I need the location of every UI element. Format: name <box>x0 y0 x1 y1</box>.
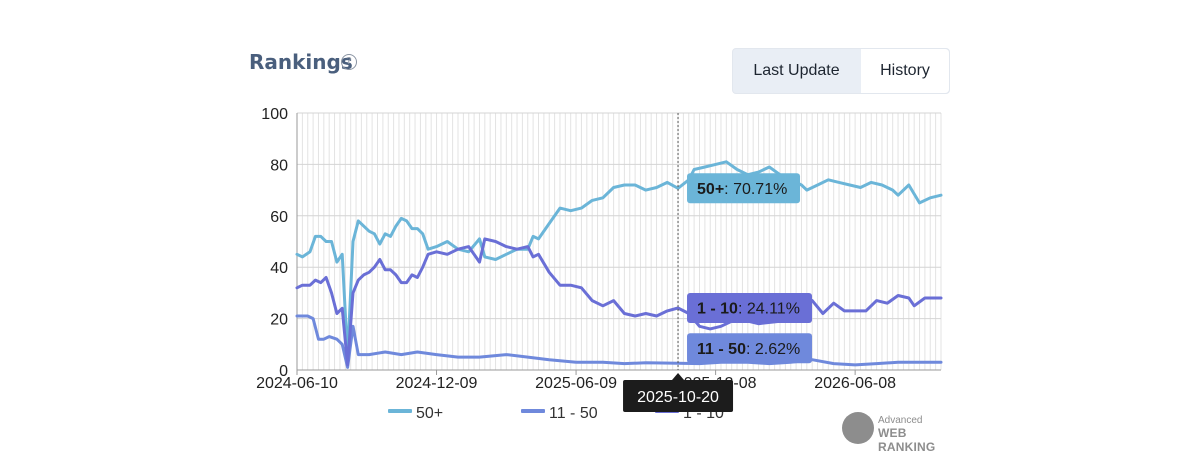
y-tick-label: 0 <box>279 363 288 380</box>
y-tick-label: 100 <box>261 106 288 123</box>
x-tooltip-box <box>623 380 734 412</box>
series-line-50- <box>295 160 943 359</box>
logo-big-text: WEB RANKING <box>878 426 936 454</box>
chart-grid <box>296 112 942 371</box>
view-toggle: Last Update History <box>732 48 950 94</box>
x-tick-label: 2026-06-08 <box>814 375 896 392</box>
last-update-button[interactable]: Last Update <box>753 62 840 79</box>
x-tick-label: 2024-12-09 <box>396 375 478 392</box>
tooltip-text: 1 - 10: 24.11% <box>697 301 800 318</box>
x-tooltip-arrow <box>672 373 685 380</box>
y-tick-label: 40 <box>270 260 288 277</box>
chart-tooltips: 50+: 70.71% 1 - 10: 24.11% 11 - 50: 2.62% 2… <box>623 173 813 412</box>
x-tick-label: 2024-06-10 <box>256 375 338 392</box>
page-title: Rankings <box>249 50 353 74</box>
logo-small-text: Advanced <box>878 415 923 426</box>
tooltip-box <box>687 293 813 324</box>
legend-label: 50+ <box>416 405 443 422</box>
tooltip-text: 11 - 50: 2.62% <box>697 341 800 358</box>
awr-logo: Advanced WEB RANKING <box>842 412 954 454</box>
series-line-1-10 <box>295 237 943 367</box>
y-tick-label: 60 <box>270 209 288 226</box>
tooltip-text: 50+: 70.71% <box>697 181 787 198</box>
help-icon[interactable]: ? <box>341 54 357 70</box>
legend-swatch <box>388 409 412 413</box>
tooltip-box <box>687 333 813 364</box>
legend-label: 11 - 50 <box>549 405 598 422</box>
legend-swatch <box>521 409 545 413</box>
y-tick-label: 80 <box>270 157 288 174</box>
x-tick-label: 2025-06-09 <box>535 375 617 392</box>
y-tick-label: 20 <box>270 312 288 329</box>
tooltip-box <box>687 173 801 204</box>
history-button[interactable]: History <box>861 49 949 93</box>
logo-icon <box>842 412 874 444</box>
x-tooltip-text: 2025-10-20 <box>637 389 719 406</box>
chart-axes: 0 20 40 60 80 100 2024-06-10 2024-12-09 2025-06-… <box>256 106 941 392</box>
